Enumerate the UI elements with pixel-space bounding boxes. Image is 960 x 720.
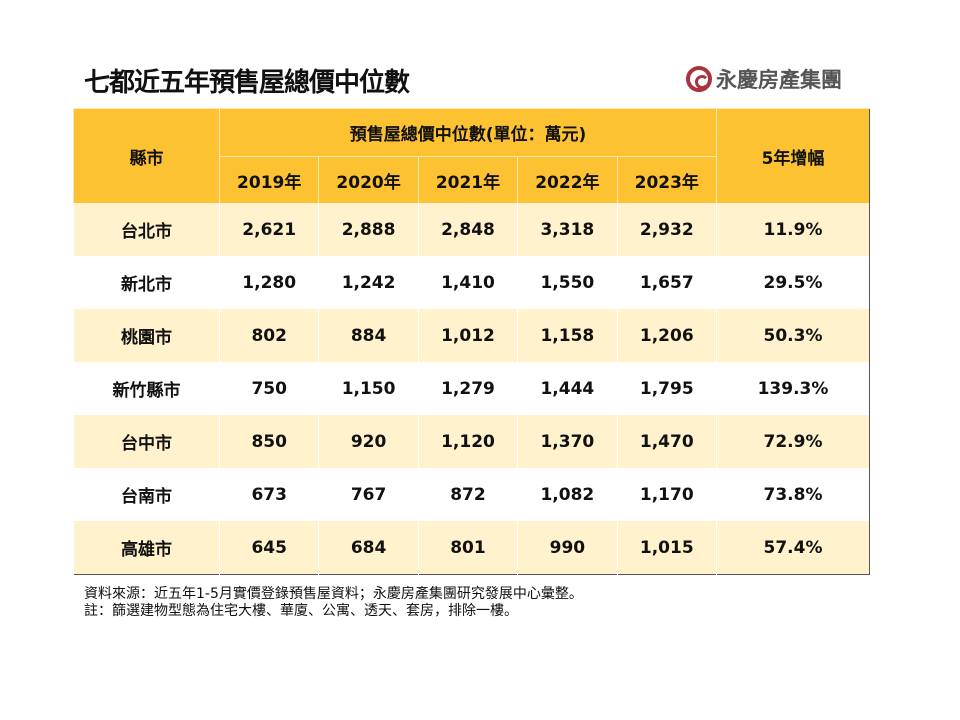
header-year: 2020年 [318,156,419,203]
table-row: 台南市 673 767 872 1,082 1,170 73.8% [73,468,870,521]
cell-county: 台中市 [73,415,220,468]
cell-growth: 72.9% [716,415,870,468]
notes: 資料來源：近五年1-5月實價登錄預售屋資料；永慶房產集團研究發展中心彙整。 註：… [84,586,583,620]
cell-county: 台南市 [73,468,220,521]
cell-value: 1,158 [517,309,618,362]
header-year: 2023年 [616,156,717,203]
table-row: 新竹縣市 750 1,150 1,279 1,444 1,795 139.3% [73,362,870,415]
cell-growth: 139.3% [716,362,870,415]
cell-value: 920 [318,415,419,468]
cell-growth: 57.4% [716,521,870,575]
cell-value: 1,082 [517,468,618,521]
cell-county: 桃園市 [73,309,220,362]
cell-value: 1,120 [417,415,518,468]
cell-value: 767 [318,468,419,521]
cell-growth: 50.3% [716,309,870,362]
cell-value: 1,170 [616,468,717,521]
cell-value: 2,932 [616,203,717,256]
cell-value: 1,795 [616,362,717,415]
header-group: 預售屋總價中位數(單位：萬元) [219,108,717,157]
cell-value: 1,206 [616,309,717,362]
cell-value: 2,888 [318,203,419,256]
cell-value: 673 [218,468,319,521]
cell-value: 990 [517,521,618,575]
table-row: 高雄市 645 684 801 990 1,015 57.4% [73,521,870,575]
cell-growth: 11.9% [716,203,870,256]
logo-text: 永慶房產集團 [716,68,842,92]
table-row: 新北市 1,280 1,242 1,410 1,550 1,657 29.5% [73,256,870,309]
cell-value: 1,015 [616,521,717,575]
cell-value: 1,279 [417,362,518,415]
cell-value: 1,150 [318,362,419,415]
cell-value: 1,280 [218,256,319,309]
cell-value: 2,848 [417,203,518,256]
cell-value: 1,410 [417,256,518,309]
header-year: 2021年 [417,156,518,203]
cell-value: 1,550 [517,256,618,309]
cell-value: 684 [318,521,419,575]
cell-value: 801 [417,521,518,575]
header-county: 縣市 [73,108,220,203]
cell-value: 645 [218,521,319,575]
price-table: 縣市 預售屋總價中位數(單位：萬元) 5年增幅 2019年 2020年 2021年 2… [73,108,870,575]
cell-growth: 73.8% [716,468,870,521]
table-row: 台北市 2,621 2,888 2,848 3,318 2,932 11.9% [73,203,870,256]
header-growth: 5年增幅 [716,108,870,203]
source-note: 資料來源：近五年1-5月實價登錄預售屋資料；永慶房產集團研究發展中心彙整。 [84,586,583,602]
cell-county: 高雄市 [73,521,220,575]
cell-value: 3,318 [517,203,618,256]
cell-value: 2,621 [218,203,319,256]
cell-value: 802 [218,309,319,362]
cell-county: 新北市 [73,256,220,309]
cell-value: 872 [417,468,518,521]
cell-county: 新竹縣市 [73,362,220,415]
logo-icon [686,66,712,92]
cell-value: 1,012 [417,309,518,362]
cell-value: 850 [218,415,319,468]
cell-value: 1,470 [616,415,717,468]
logo: 永慶房產集團 [686,64,842,94]
cell-value: 750 [218,362,319,415]
cell-county: 台北市 [73,203,220,256]
cell-value: 1,444 [517,362,618,415]
cell-value: 1,657 [616,256,717,309]
page-title: 七都近五年預售屋總價中位數 [84,68,410,98]
table-row: 桃園市 802 884 1,012 1,158 1,206 50.3% [73,309,870,362]
remark-note: 註：篩選建物型態為住宅大樓、華廈、公寓、透天、套房，排除一樓。 [84,603,518,619]
cell-value: 884 [318,309,419,362]
header-year: 2019年 [218,156,319,203]
table-row: 台中市 850 920 1,120 1,370 1,470 72.9% [73,415,870,468]
cell-growth: 29.5% [716,256,870,309]
header-year: 2022年 [517,156,618,203]
cell-value: 1,370 [517,415,618,468]
cell-value: 1,242 [318,256,419,309]
